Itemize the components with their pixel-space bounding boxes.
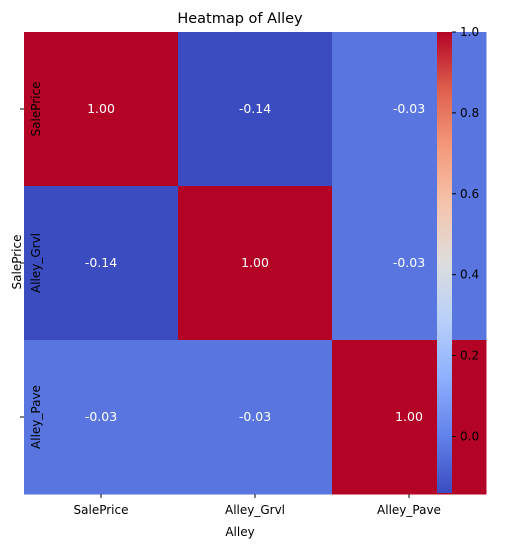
heatmap-cell: [178, 340, 333, 495]
colorbar-tick-label: 0.2: [460, 349, 479, 363]
x-tick-label: SalePrice: [74, 503, 129, 517]
cell-value-label: -0.03: [393, 255, 425, 270]
heatmap-cell: [24, 340, 179, 495]
x-axis-ticks: SalePrice Alley_Grvl Alley_Pave: [74, 494, 441, 517]
cell-value-label: -0.03: [85, 409, 117, 424]
colorbar-tick-label: 0.0: [460, 429, 479, 443]
cell-value-label: -0.14: [239, 101, 271, 116]
cell-value-label: 1.00: [241, 255, 269, 270]
colorbar-ticks: 0.0 0.2 0.4 0.6 0.8 1.0: [452, 25, 479, 443]
x-tick-label: Alley_Pave: [377, 503, 441, 517]
cell-value-label: 1.00: [87, 101, 115, 116]
cell-value-label: -0.03: [393, 101, 425, 116]
colorbar-tick-label: 0.6: [460, 187, 479, 201]
heatmap-cell: [332, 340, 487, 495]
colorbar: [437, 32, 452, 493]
cell-value-label: -0.03: [239, 409, 271, 424]
heatmap-cell: [24, 32, 179, 187]
colorbar-tick-label: 0.4: [460, 268, 479, 282]
x-tick-label: Alley_Grvl: [225, 503, 285, 517]
y-tick-label: Alley_Grvl: [29, 233, 43, 293]
y-axis-ticks: SalePrice Alley_Grvl Alley_Pave: [20, 82, 43, 449]
heatmap-cell: [332, 32, 487, 187]
colorbar-tick-label: 1.0: [460, 25, 479, 39]
cell-value-label: -0.14: [85, 255, 117, 270]
y-tick-label: Alley_Pave: [29, 385, 43, 449]
heatmap-cells: [24, 32, 487, 495]
heatmap-cell: [332, 186, 487, 341]
y-axis-label: SalePrice: [10, 235, 24, 290]
cell-value-label: 1.00: [395, 409, 423, 424]
x-axis-label: Alley: [225, 525, 254, 539]
heatmap-cell-labels: 1.00 -0.14 -0.03 -0.14 1.00 -0.03 -0.03 -0.03 1.…: [85, 101, 425, 424]
heatmap-cell: [178, 32, 333, 187]
heatmap-cell: [178, 186, 333, 341]
y-tick-label: SalePrice: [29, 82, 43, 137]
heatmap-cell: [24, 186, 179, 341]
colorbar-tick-label: 0.8: [460, 106, 479, 120]
chart-title: Heatmap of Alley: [177, 11, 303, 27]
